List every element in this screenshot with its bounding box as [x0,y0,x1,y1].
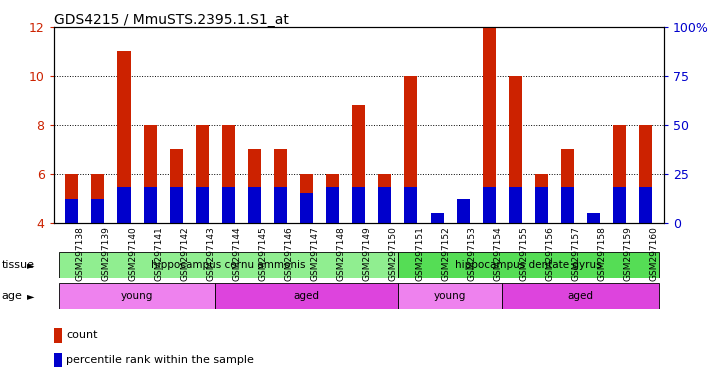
Text: GSM297151: GSM297151 [415,227,424,281]
Text: GSM297156: GSM297156 [545,227,555,281]
Bar [378,174,391,223]
Text: GSM297145: GSM297145 [258,227,268,281]
Text: GSM297138: GSM297138 [76,227,85,281]
Bar [509,187,522,223]
Text: aged: aged [293,291,320,301]
Text: percentile rank within the sample: percentile rank within the sample [66,355,254,365]
Bar [59,283,216,309]
Bar [144,125,156,223]
Text: ►: ► [27,291,35,301]
Bar [248,149,261,223]
Text: GSM297152: GSM297152 [441,227,450,281]
Bar [457,199,470,223]
Bar [91,199,104,223]
Bar [502,283,659,309]
Bar [118,187,131,223]
Text: GSM297157: GSM297157 [571,227,580,281]
Bar [65,174,79,223]
Bar [352,187,366,223]
Text: hippocampus dentate gyrus: hippocampus dentate gyrus [455,260,602,270]
Bar [170,149,183,223]
Bar [457,203,470,223]
Text: GSM297154: GSM297154 [493,227,502,281]
Bar [398,283,502,309]
Bar [404,187,418,223]
Bar [196,187,208,223]
Text: GSM297159: GSM297159 [624,227,633,281]
Bar [248,187,261,223]
Text: GSM297153: GSM297153 [467,227,476,281]
Bar [431,218,443,223]
Text: GSM297158: GSM297158 [598,227,607,281]
Text: GSM297150: GSM297150 [389,227,398,281]
Bar [352,105,366,223]
Bar [587,218,600,223]
Text: GSM297149: GSM297149 [363,227,372,281]
Bar [613,125,626,223]
Text: GSM297160: GSM297160 [650,227,659,281]
Bar [222,187,235,223]
Text: GSM297146: GSM297146 [285,227,293,281]
Text: GSM297143: GSM297143 [206,227,216,281]
Bar [535,187,548,223]
Bar [144,187,156,223]
Bar [561,187,574,223]
Bar [300,194,313,223]
Bar [54,328,63,343]
Bar [639,125,653,223]
Bar [483,187,496,223]
Bar [561,149,574,223]
Bar [587,213,600,223]
Text: aged: aged [568,291,593,301]
Text: GSM297142: GSM297142 [180,227,189,281]
Bar [222,125,235,223]
Bar [274,149,287,223]
Text: GSM297148: GSM297148 [337,227,346,281]
Text: age: age [1,291,22,301]
Text: GSM297147: GSM297147 [311,227,320,281]
Bar [300,174,313,223]
Bar [54,353,63,367]
Text: young: young [121,291,154,301]
Bar [59,252,398,278]
Bar [404,76,418,223]
Bar [65,199,79,223]
Bar [613,187,626,223]
Text: tissue: tissue [1,260,34,270]
Bar [639,187,653,223]
Bar [196,125,208,223]
Bar [91,174,104,223]
Text: GSM297139: GSM297139 [102,227,111,281]
Bar [118,51,131,223]
Bar [509,76,522,223]
Text: hippocampus cornu ammonis: hippocampus cornu ammonis [151,260,306,270]
Text: ►: ► [27,260,35,270]
Bar [326,174,339,223]
Bar [431,213,443,223]
Bar [216,283,398,309]
Text: GSM297140: GSM297140 [128,227,137,281]
Bar [483,27,496,223]
Bar [326,187,339,223]
Text: GSM297155: GSM297155 [519,227,528,281]
Text: count: count [66,330,98,340]
Bar [398,252,659,278]
Bar [378,187,391,223]
Text: GDS4215 / MmuSTS.2395.1.S1_at: GDS4215 / MmuSTS.2395.1.S1_at [54,13,288,27]
Text: young: young [434,291,466,301]
Bar [274,187,287,223]
Bar [535,174,548,223]
Text: GSM297141: GSM297141 [154,227,163,281]
Bar [170,187,183,223]
Text: GSM297144: GSM297144 [232,227,241,281]
